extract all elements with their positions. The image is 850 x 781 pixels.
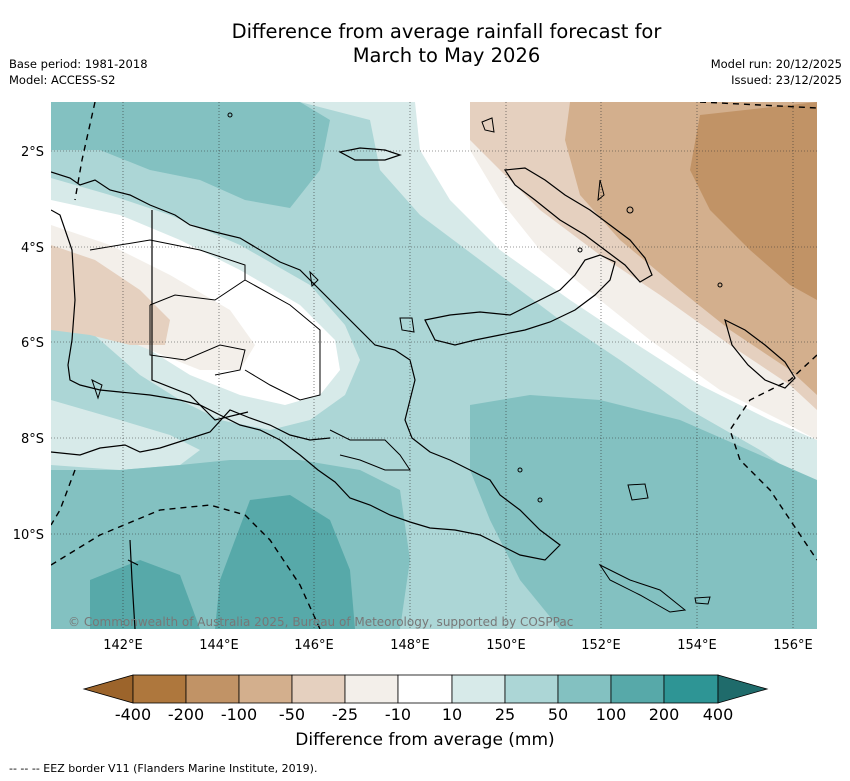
meta-right: Model run: 20/12/2025 Issued: 23/12/2025: [711, 56, 842, 88]
lon-label: 150°E: [486, 638, 526, 653]
colorbar-tick: 25: [495, 705, 515, 724]
colorbar-tick: -200: [168, 705, 204, 724]
field-50-100-southeast: [470, 395, 817, 629]
title-line-1: Difference from average rainfall forecas…: [231, 20, 662, 43]
province-lines: [89, 239, 411, 471]
lon-label: 154°E: [677, 638, 717, 653]
lat-label: 4°S: [21, 241, 44, 256]
model-run: Model run: 20/12/2025: [710, 57, 842, 71]
field-10-25-north: [300, 102, 817, 490]
colorbar-tick: 10: [442, 705, 462, 724]
map-area: [51, 102, 817, 629]
colorbar-bin: [451, 674, 506, 704]
lat-label: 10°S: [13, 528, 44, 543]
map-title: Difference from average rainfall forecas…: [0, 20, 850, 67]
lat-label: 2°S: [21, 145, 44, 160]
land-new-ireland: [503, 167, 653, 283]
land-new-britain: [424, 254, 616, 346]
colorbar-bin: [557, 674, 612, 704]
colorbar-tick: 200: [649, 705, 680, 724]
colorbar-bin: [397, 674, 453, 704]
colorbar-tick: -50: [279, 705, 305, 724]
colorbar-tick: -400: [115, 705, 151, 724]
eez-footnote: -- -- -- EEZ border V11 (Flanders Marine…: [9, 762, 318, 775]
small-islands: [91, 112, 723, 613]
graticule: [51, 102, 817, 629]
colorbar-bin: [663, 674, 719, 704]
longitude-labels: 142°E 144°E 146°E 148°E 150°E 152°E 154°…: [103, 638, 813, 653]
colorbar-tick: 100: [596, 705, 627, 724]
colorbar-tick: 400: [703, 705, 734, 724]
meta-left: Base period: 1981-2018 Model: ACCESS-S2: [9, 56, 148, 88]
land-bougainville: [724, 318, 796, 389]
field-50-100-northwest: [51, 102, 330, 208]
land-south-coast: [51, 409, 331, 456]
field-100-200-southwest: [215, 495, 355, 629]
title-line-2: March to May 2026: [352, 43, 541, 67]
base-period: Base period: 1981-2018: [9, 57, 148, 71]
latitude-labels: 2°S 4°S 6°S 8°S 10°S: [13, 145, 44, 543]
lat-label: 8°S: [21, 432, 44, 447]
land-manus: [338, 147, 402, 161]
lon-label: 156°E: [773, 638, 813, 653]
land-new-guinea: [51, 171, 561, 561]
eez-borders: [51, 102, 817, 629]
field-neg25-50-west: [51, 245, 170, 345]
model-name: Model: ACCESS-S2: [9, 73, 116, 87]
colorbar-tick: -25: [332, 705, 358, 724]
colorbar-bin: [344, 674, 399, 704]
field-neg10-25-west: [51, 225, 255, 370]
colorbar-bin: [185, 674, 240, 704]
lon-label: 146°E: [294, 638, 334, 653]
colorbar-tick: -100: [221, 705, 257, 724]
colorbar-extend-low: [82, 674, 134, 704]
field-100-200-south-edge: [90, 560, 200, 629]
issued-date: Issued: 23/12/2025: [731, 73, 842, 87]
border-png-indonesia: [151, 210, 249, 421]
colorbar-bin: [504, 674, 559, 704]
colorbar-ticks: -400 -200 -100 -50 -25 -10 10 25 50 100 …: [115, 705, 733, 724]
colorbar-bin: [291, 674, 346, 704]
lon-label: 152°E: [581, 638, 621, 653]
copyright-notice: © Commonwealth of Australia 2025, Bureau…: [68, 615, 573, 629]
lon-label: 148°E: [390, 638, 430, 653]
lat-label: 6°S: [21, 336, 44, 351]
colorbar-title: Difference from average (mm): [295, 730, 555, 750]
colorbar-bin: [610, 674, 665, 704]
colorbar: [82, 674, 769, 704]
colorbar-extend-high: [717, 674, 769, 704]
colorbar-tick: 50: [548, 705, 568, 724]
colorbar-bin: [238, 674, 293, 704]
colorbar-tick: -10: [385, 705, 411, 724]
lon-label: 142°E: [103, 638, 143, 653]
lon-label: 144°E: [199, 638, 239, 653]
colorbar-bin: [132, 674, 187, 704]
field-neg100-200-northeast: [690, 102, 817, 300]
land-cape-york: [127, 539, 139, 629]
